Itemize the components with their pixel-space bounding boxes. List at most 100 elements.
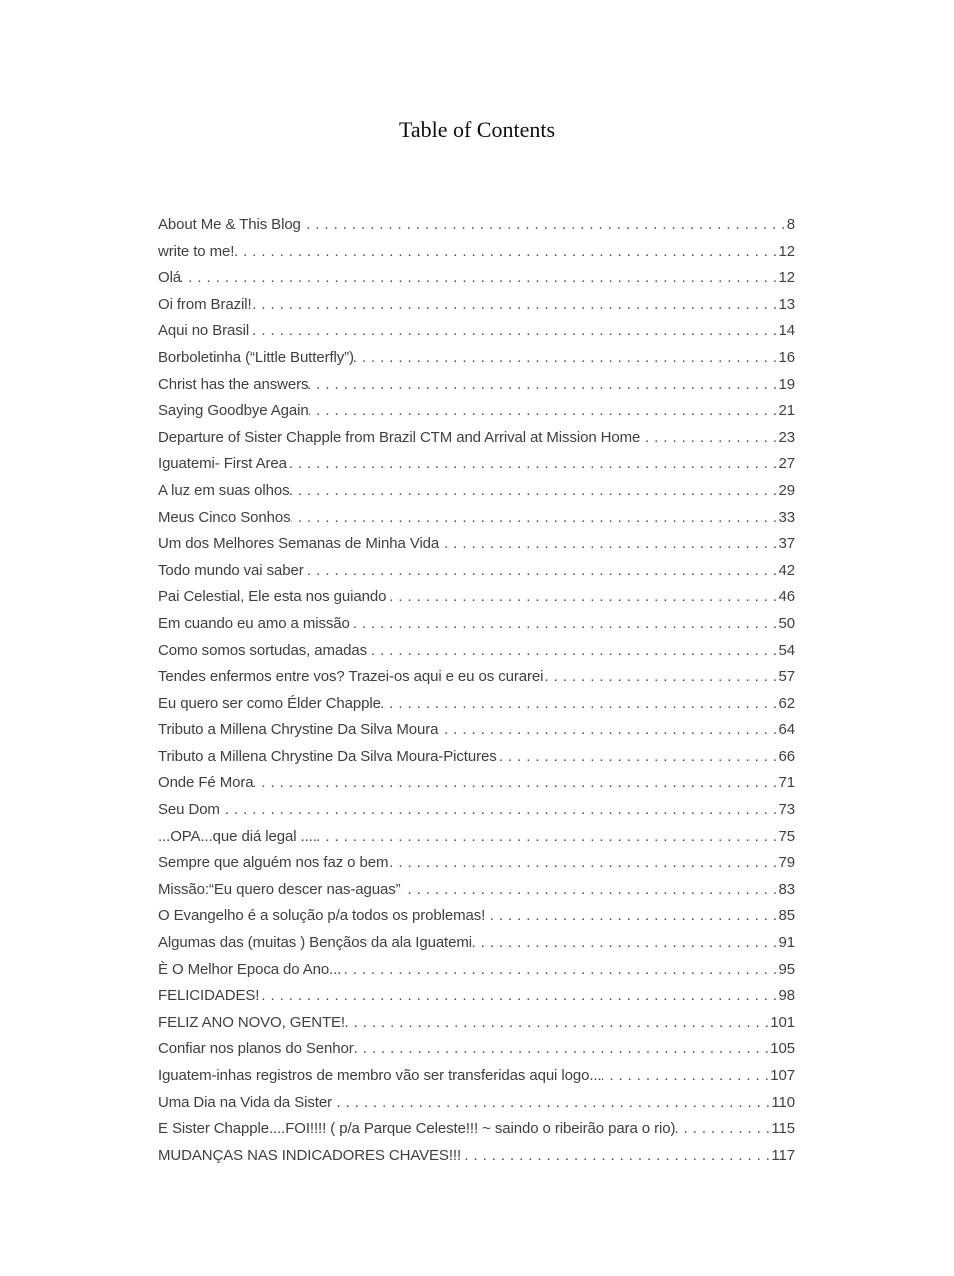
- toc-page-number: 83: [778, 880, 796, 898]
- toc-entry[interactable]: Algumas das (muitas ) Bençãos da ala Igu…: [158, 930, 795, 957]
- toc-leader-dots: . . . . . . . . . . . . . . . . . . . . …: [220, 801, 778, 819]
- toc-leader-dots: . . . . . . . . . . . . . . . . . . . . …: [259, 987, 778, 1005]
- toc-leader-dots: . . . . . . . . . . . . . . . . . . . . …: [332, 1093, 771, 1111]
- toc-entry-title: Onde Fé Mora: [158, 774, 254, 792]
- toc-entry[interactable]: write to me! . . . . . . . . . . . . . .…: [158, 239, 795, 266]
- toc-page-number: 62: [778, 694, 796, 712]
- toc-entry-title: Oi from Brazil!: [158, 295, 252, 313]
- toc-entry[interactable]: Em cuando eu amo a missão . . . . . . . …: [158, 611, 795, 638]
- toc-entry[interactable]: Todo mundo vai saber . . . . . . . . . .…: [158, 558, 795, 585]
- toc-leader-dots: . . . . . . . . . . . . . . . . . . . . …: [234, 242, 778, 260]
- toc-leader-dots: . . . . . . . . . . . . . . . . . . . . …: [181, 269, 778, 287]
- toc-leader-dots: . . . . . . . . . . . . . . . . . . . . …: [304, 561, 778, 579]
- toc-entry[interactable]: ...OPA...que diá legal .... . . . . . . …: [158, 824, 795, 851]
- toc-page-number: 73: [778, 801, 796, 819]
- toc-page-number: 37: [778, 535, 796, 553]
- toc-entry[interactable]: Uma Dia na Vida da Sister . . . . . . . …: [158, 1090, 795, 1117]
- toc-entry-title: Pai Celestial, Ele esta nos guiando: [158, 588, 387, 606]
- toc-page-number: 46: [778, 588, 796, 606]
- toc-page-number: 42: [778, 561, 796, 579]
- toc-entry-title: Como somos sortudas, amadas: [158, 641, 368, 659]
- toc-entry-title: O Evangelho é a solução p/a todos os pro…: [158, 907, 486, 925]
- toc-entry[interactable]: Sempre que alguém nos faz o bem . . . . …: [158, 850, 795, 877]
- toc-leader-dots: . . . . . . . . . . . . . . . . . . . . …: [675, 1120, 771, 1138]
- toc-entry[interactable]: Meus Cinco Sonhos . . . . . . . . . . . …: [158, 505, 795, 532]
- toc-leader-dots: . . . . . . . . . . . . . . . . . . . . …: [350, 614, 778, 632]
- toc-leader-dots: . . . . . . . . . . . . . . . . . . . . …: [472, 934, 778, 952]
- toc-page-number: 8: [786, 216, 795, 233]
- toc-entry[interactable]: Onde Fé Mora . . . . . . . . . . . . . .…: [158, 770, 795, 797]
- toc-page-number: 105: [770, 1040, 795, 1058]
- toc-entry-title: Sempre que alguém nos faz o bem: [158, 854, 389, 872]
- toc-entry[interactable]: Tendes enfermos entre vos? Trazei-os aqu…: [158, 664, 795, 691]
- toc-entry[interactable]: O Evangelho é a solução p/a todos os pro…: [158, 903, 795, 930]
- toc-entry[interactable]: Iguatem-inhas registros de membro vão se…: [158, 1063, 795, 1090]
- toc-leader-dots: . . . . . . . . . . . . . . . . . . . . …: [254, 774, 778, 792]
- toc-leader-dots: . . . . . . . . . . . . . . . . . . . . …: [341, 960, 778, 978]
- toc-entry[interactable]: Eu quero ser como Élder Chapple . . . . …: [158, 691, 795, 718]
- toc-entry[interactable]: Pai Celestial, Ele esta nos guiando . . …: [158, 584, 795, 611]
- toc-entry[interactable]: E Sister Chapple....FOI!!!! ( p/a Parque…: [158, 1116, 795, 1143]
- toc-entry-title: Um dos Melhores Semanas de Minha Vida: [158, 535, 440, 553]
- toc-entry-title: Algumas das (muitas ) Bençãos da ala Igu…: [158, 934, 472, 952]
- toc-leader-dots: . . . . . . . . . . . . . . . . . . . . …: [640, 428, 778, 446]
- toc-page-number: 95: [778, 960, 796, 978]
- toc-entry[interactable]: A luz em suas olhos . . . . . . . . . . …: [158, 478, 795, 505]
- toc-entry-title: ...OPA...que diá legal ....: [158, 827, 317, 845]
- toc-page-number: 12: [778, 242, 796, 260]
- toc-leader-dots: . . . . . . . . . . . . . . . . . . . . …: [317, 827, 778, 845]
- toc-entry-title: MUDANÇAS NAS INDICADORES CHAVES!!!: [158, 1146, 462, 1164]
- toc-entry[interactable]: Aqui no Brasil . . . . . . . . . . . . .…: [158, 318, 795, 345]
- toc-page-number: 71: [778, 774, 796, 792]
- toc-entry[interactable]: Tributo a Millena Chrystine Da Silva Mou…: [158, 744, 795, 771]
- toc-entry-title: Aqui no Brasil: [158, 322, 250, 340]
- toc-entry[interactable]: Como somos sortudas, amadas . . . . . . …: [158, 638, 795, 665]
- toc-leader-dots: . . . . . . . . . . . . . . . . . . . . …: [309, 402, 778, 420]
- toc-entry-title: Iguatemi- First Area: [158, 455, 287, 473]
- toc-entry[interactable]: Oi from Brazil! . . . . . . . . . . . . …: [158, 292, 795, 319]
- toc-entry-title: È O Melhor Epoca do Ano...: [158, 960, 342, 978]
- toc-entry[interactable]: Seu Dom . . . . . . . . . . . . . . . . …: [158, 797, 795, 824]
- toc-leader-dots: . . . . . . . . . . . . . . . . . . . . …: [290, 481, 778, 499]
- toc-entry-title: Confiar nos planos do Senhor: [158, 1040, 354, 1058]
- toc-entry[interactable]: Iguatemi- First Area . . . . . . . . . .…: [158, 451, 795, 478]
- toc-entry-title: Tributo a Millena Chrystine Da Silva Mou…: [158, 721, 439, 739]
- toc-entry[interactable]: FELIZ ANO NOVO, GENTE! . . . . . . . . .…: [158, 1010, 795, 1037]
- toc-entry[interactable]: About Me & This Blog . . . . . . . . . .…: [158, 212, 795, 239]
- toc-page-number: 14: [778, 322, 796, 340]
- toc-leader-dots: . . . . . . . . . . . . . . . . . . . . …: [354, 348, 778, 366]
- toc-entry-title: Todo mundo vai saber: [158, 561, 304, 579]
- toc-entry[interactable]: È O Melhor Epoca do Ano... . . . . . . .…: [158, 957, 795, 984]
- toc-entry-title: Em cuando eu amo a missão: [158, 614, 350, 632]
- toc-entry[interactable]: Confiar nos planos do Senhor . . . . . .…: [158, 1036, 795, 1063]
- toc-entry[interactable]: Christ has the answers . . . . . . . . .…: [158, 372, 795, 399]
- toc-page-number: 66: [778, 747, 796, 765]
- toc-leader-dots: . . . . . . . . . . . . . . . . . . . . …: [439, 535, 778, 553]
- toc-entry[interactable]: Borboletinha (“Little Butterfly”) . . . …: [158, 345, 795, 372]
- toc-page-number: 91: [778, 934, 796, 952]
- toc-page-number: 98: [778, 987, 796, 1005]
- toc-entry[interactable]: Tributo a Millena Chrystine Da Silva Mou…: [158, 717, 795, 744]
- toc-entry-title: write to me!: [158, 242, 235, 260]
- toc-page-number: 115: [771, 1120, 795, 1138]
- toc-entry[interactable]: Saying Goodbye Again . . . . . . . . . .…: [158, 398, 795, 425]
- toc-page-number: 19: [778, 375, 796, 393]
- toc-entry-title: FELICIDADES!: [158, 987, 260, 1005]
- toc-leader-dots: . . . . . . . . . . . . . . . . . . . . …: [353, 1040, 770, 1058]
- toc-page-number: 27: [778, 455, 796, 473]
- toc-page-number: 75: [778, 827, 796, 845]
- toc-page-number: 16: [778, 348, 796, 366]
- toc-entry[interactable]: Missão:“Eu quero descer nas-aguas” . . .…: [158, 877, 795, 904]
- toc-leader-dots: . . . . . . . . . . . . . . . . . . . . …: [367, 641, 778, 659]
- toc-entry-title: A luz em suas olhos: [158, 481, 290, 499]
- toc-entry[interactable]: Um dos Melhores Semanas de Minha Vida . …: [158, 531, 795, 558]
- toc-entry[interactable]: MUDANÇAS NAS INDICADORES CHAVES!!! . . .…: [158, 1143, 795, 1170]
- toc-entry[interactable]: FELICIDADES! . . . . . . . . . . . . . .…: [158, 983, 795, 1010]
- toc-entry[interactable]: Departure of Sister Chapple from Brazil …: [158, 425, 795, 452]
- toc-entry[interactable]: Olá . . . . . . . . . . . . . . . . . . …: [158, 265, 795, 292]
- toc-page-number: 64: [778, 721, 796, 739]
- toc-entry-title: Uma Dia na Vida da Sister: [158, 1093, 332, 1111]
- toc-entry-title: Iguatem-inhas registros de membro vão se…: [158, 1067, 602, 1084]
- toc-leader-dots: . . . . . . . . . . . . . . . . . . . . …: [388, 854, 778, 872]
